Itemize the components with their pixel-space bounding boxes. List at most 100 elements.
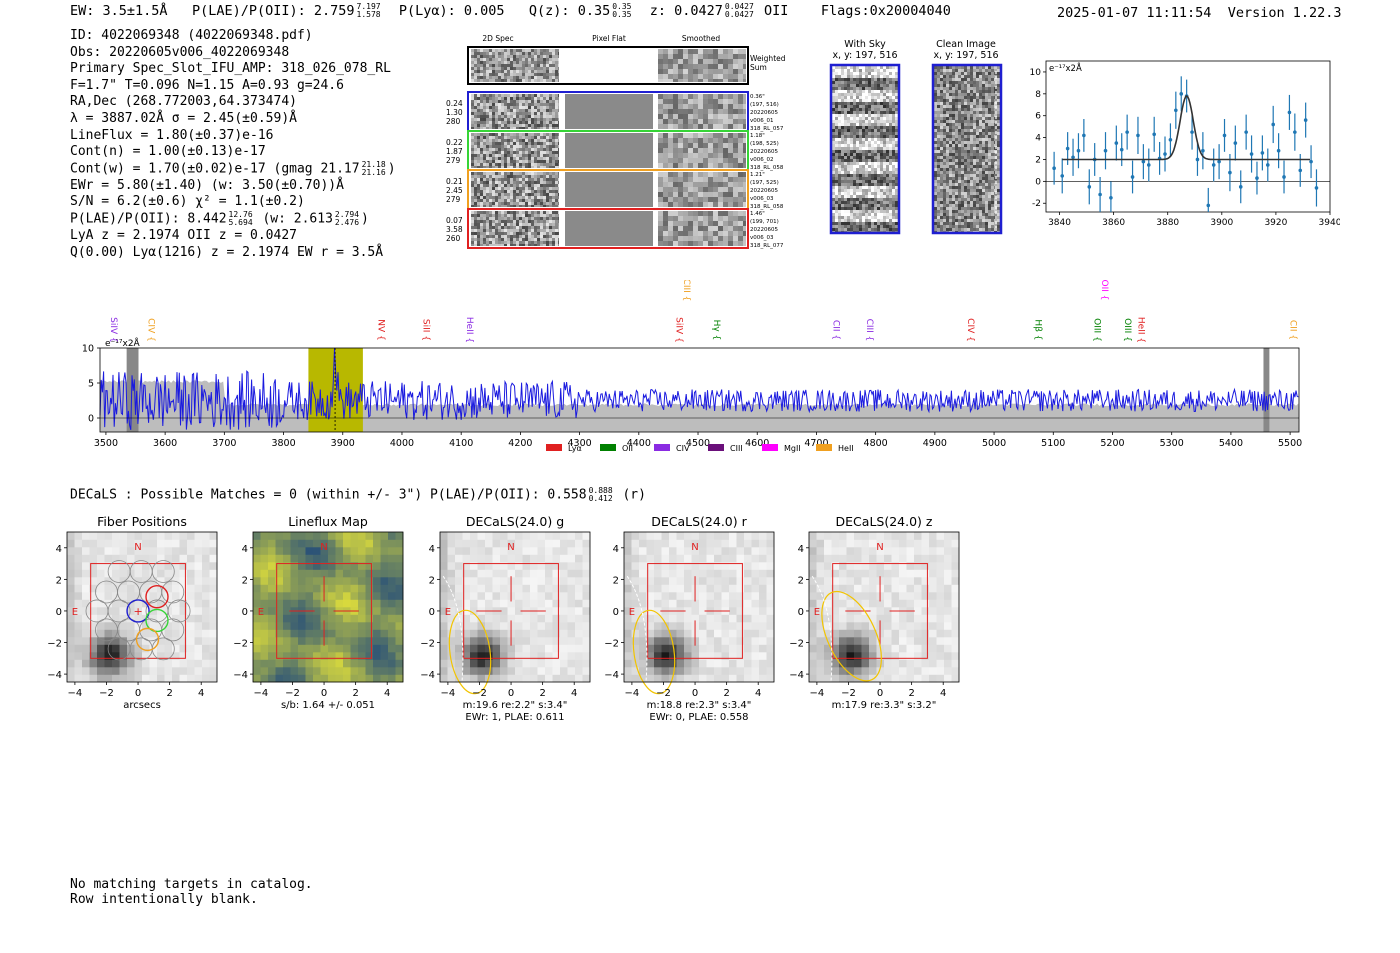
zoom-ytick-label: 6 xyxy=(1035,112,1041,122)
spec-ytick-label: 5 xyxy=(88,379,94,390)
panel-xtick-label: −2 xyxy=(841,688,856,699)
row-left-label: 0.24 xyxy=(446,99,463,108)
panel-xtick-label: −2 xyxy=(285,688,300,699)
zoom-point xyxy=(1190,130,1194,134)
panel-ytick-label: 2 xyxy=(613,575,619,586)
panel-ytick-label: 4 xyxy=(56,544,62,555)
row-right-label: v006_01 xyxy=(750,118,774,124)
spec-flux-line xyxy=(99,347,1299,431)
zoom-point xyxy=(1233,141,1238,145)
zoom-point xyxy=(1098,192,1102,197)
footer-line-1: No matching targets in catalog. xyxy=(70,877,313,892)
weighted-smoothed xyxy=(658,49,746,82)
spec-xtick-label: 4300 xyxy=(568,438,592,449)
spec-xtick-label: 4200 xyxy=(508,438,532,449)
clean-image-title: Clean Image xyxy=(936,39,996,50)
panel-ytick-label: −2 xyxy=(420,639,435,650)
compass-east: E xyxy=(445,607,451,618)
panel-caption-1: m:17.9 re:3.3" s:3.2" xyxy=(832,700,937,711)
zoom-point xyxy=(1071,155,1075,160)
info-radec: RA,Dec (268.772003,64.373474) xyxy=(70,94,297,110)
row-right-label: 318_RL_057 xyxy=(750,126,784,132)
plae-bounds: 7.197 1.578 xyxy=(356,2,381,19)
zoom-point xyxy=(1314,186,1319,190)
zoom-xtick-label: 3880 xyxy=(1156,218,1179,228)
weighted-sum-row xyxy=(467,46,749,85)
zoom-point xyxy=(1238,185,1243,189)
panel-xtick-label: 2 xyxy=(352,688,358,699)
zoom-point xyxy=(1052,166,1056,171)
panel-xtick-label: 2 xyxy=(723,688,729,699)
galaxy-ellipse xyxy=(632,609,676,695)
panel-xtick-label: 4 xyxy=(940,688,946,699)
zoom-point xyxy=(1195,157,1200,162)
datetime: 2025-01-07 11:11:54 xyxy=(1057,5,1212,21)
panel-ytick-label: 0 xyxy=(798,607,804,618)
spec-line-window xyxy=(308,348,363,432)
compass-north: N xyxy=(876,542,883,553)
compass-east: E xyxy=(258,607,264,618)
panel-xtick-label: −2 xyxy=(656,688,671,699)
zoom-point xyxy=(1174,108,1178,113)
zoom-point xyxy=(1065,146,1070,151)
row-left-label: 0.22 xyxy=(446,138,463,147)
panel-ytick-label: −2 xyxy=(789,639,804,650)
row-left-label: 280 xyxy=(446,117,461,126)
panel-ytick-label: −4 xyxy=(789,670,804,681)
hdr-smoothed: Smoothed xyxy=(682,34,721,43)
zoom-frame xyxy=(1045,60,1331,213)
panel-ytick-label: 2 xyxy=(242,575,248,586)
panel-xtick-label: −4 xyxy=(810,688,825,699)
panel-ytick-label: −2 xyxy=(233,639,248,650)
spec-xtick-label: 3900 xyxy=(331,438,355,449)
panel-4: N E −4 −4 −2 −2 0 0 2 2 4 4 DECaLS(24.0) z m:17.9 re:… xyxy=(789,514,960,711)
row-left-label: 2.45 xyxy=(446,186,463,195)
zoom-point xyxy=(1293,130,1297,134)
panel-frame xyxy=(66,531,218,683)
panel-xtick-label: 4 xyxy=(198,688,204,699)
panel-title: DECaLS(24.0) g xyxy=(466,514,564,529)
info-sn: S/N = 6.2(±0.6) χ² = 1.1(±0.2) xyxy=(70,194,305,210)
panel-caption-1: s/b: 1.64 +/- 0.051 xyxy=(281,700,375,711)
spec-xtick-label: 4800 xyxy=(864,438,888,449)
plae-label: P(LAE)/P(OII): 2.759 xyxy=(191,3,355,19)
panel-ytick-label: 4 xyxy=(242,544,248,555)
zoom-xtick-label: 3840 xyxy=(1048,218,1071,228)
compass-north: N xyxy=(320,542,327,553)
row-right-label: 20220605 xyxy=(750,188,778,194)
panel-xtick-label: −2 xyxy=(99,688,114,699)
row-right-label: 20220605 xyxy=(750,227,778,233)
spec-xtick-label: 5000 xyxy=(982,438,1006,449)
info-primary: Primary Spec_Slot_IFU_AMP: 318_026_078_R… xyxy=(70,61,391,77)
flags-label: Flags:0x20004040 xyxy=(820,3,951,19)
info-lya: LyA z = 2.1974 OII z = 0.0427 xyxy=(70,228,297,244)
zoom-point xyxy=(1125,130,1129,134)
weighted-label-2: Sum xyxy=(750,63,767,72)
zoom-point xyxy=(1082,133,1086,138)
zoom-point xyxy=(1222,133,1227,138)
legend-label: CIV xyxy=(676,444,690,453)
with-sky-frame xyxy=(829,63,901,235)
spec-noise-band xyxy=(100,380,1299,432)
zoom-point xyxy=(1309,159,1313,164)
info-plae: P(LAE)/P(OII): 8.442 12.76 5.694 (w: 2.613… xyxy=(70,210,369,228)
zoom-point xyxy=(1130,175,1135,179)
spec-line-marker: OII { xyxy=(1099,280,1109,300)
zoom-point xyxy=(1276,148,1281,153)
zoom-ytick-label: 8 xyxy=(1035,90,1041,100)
zoom-point xyxy=(1060,174,1065,178)
row-frame xyxy=(467,208,749,249)
spec-xtick-label: 5300 xyxy=(1160,438,1184,449)
fiber-highlight xyxy=(126,599,150,623)
imaging-panels: + N E −4 −4 −2 −2 0 0 2 2 4 4 Fiber Positions arcsecs N… xyxy=(47,514,960,723)
panel-ytick-label: −4 xyxy=(47,670,62,681)
spec-frame xyxy=(99,347,1300,433)
row-left-label: 0.21 xyxy=(446,177,463,186)
spec-xtick-label: 3600 xyxy=(153,438,177,449)
legend-swatch xyxy=(816,444,832,451)
weighted-label-1: Weighted xyxy=(750,54,786,63)
panel-title: Lineflux Map xyxy=(288,514,368,529)
panel-xtick-label: −4 xyxy=(254,688,269,699)
detection-info: ID: 4022069348 (4022069348.pdf) Obs: 202… xyxy=(70,28,396,261)
with-sky-title: With Sky xyxy=(844,39,886,50)
